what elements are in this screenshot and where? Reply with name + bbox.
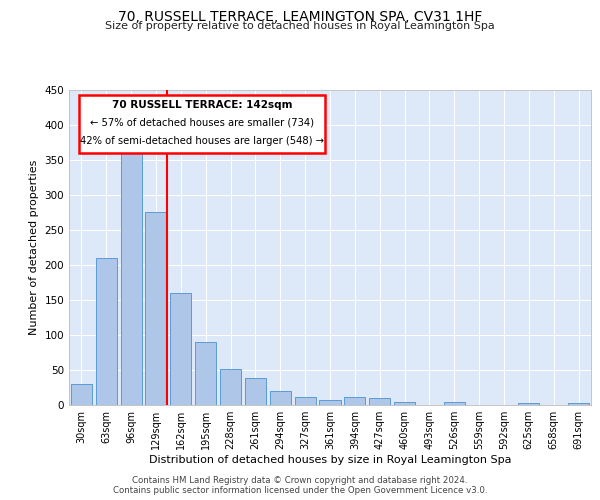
Bar <box>121 142 142 405</box>
Bar <box>394 402 415 405</box>
Bar <box>170 293 191 405</box>
Bar <box>245 378 266 405</box>
Bar <box>270 391 291 405</box>
X-axis label: Distribution of detached houses by size in Royal Leamington Spa: Distribution of detached houses by size … <box>149 455 511 465</box>
Bar <box>96 258 117 405</box>
FancyBboxPatch shape <box>79 94 325 153</box>
Text: Contains public sector information licensed under the Open Government Licence v3: Contains public sector information licen… <box>113 486 487 495</box>
Bar <box>344 398 365 405</box>
Y-axis label: Number of detached properties: Number of detached properties <box>29 160 39 335</box>
Bar <box>369 398 390 405</box>
Bar <box>568 403 589 405</box>
Text: 70, RUSSELL TERRACE, LEAMINGTON SPA, CV31 1HF: 70, RUSSELL TERRACE, LEAMINGTON SPA, CV3… <box>118 10 482 24</box>
Text: Size of property relative to detached houses in Royal Leamington Spa: Size of property relative to detached ho… <box>105 21 495 31</box>
Text: 42% of semi-detached houses are larger (548) →: 42% of semi-detached houses are larger (… <box>80 136 324 145</box>
Bar <box>319 400 341 405</box>
Bar <box>518 403 539 405</box>
Bar <box>195 342 216 405</box>
Text: Contains HM Land Registry data © Crown copyright and database right 2024.: Contains HM Land Registry data © Crown c… <box>132 476 468 485</box>
Text: ← 57% of detached houses are smaller (734): ← 57% of detached houses are smaller (73… <box>90 118 314 128</box>
Bar <box>220 368 241 405</box>
Bar <box>295 398 316 405</box>
Bar <box>444 402 465 405</box>
Text: 70 RUSSELL TERRACE: 142sqm: 70 RUSSELL TERRACE: 142sqm <box>112 100 292 110</box>
Bar <box>145 212 167 405</box>
Bar <box>71 384 92 405</box>
